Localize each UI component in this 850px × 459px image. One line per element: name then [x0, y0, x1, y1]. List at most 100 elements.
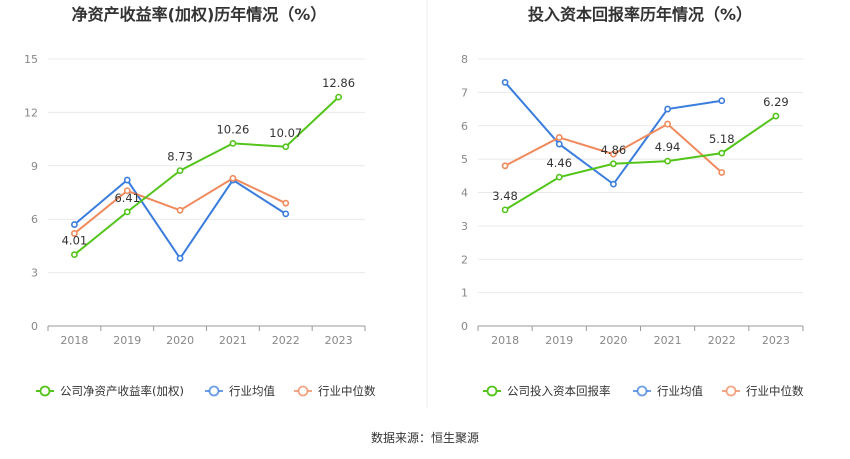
- roic-x-tick-label: 2019: [545, 334, 573, 347]
- roic-legend-label: 公司投入资本回报率: [507, 384, 611, 398]
- roe-legend-label: 行业均值: [229, 384, 275, 398]
- roic-x-tick-label: 2020: [599, 334, 627, 347]
- roic-y-tick-label: 2: [461, 253, 468, 266]
- roic-legend-item-2[interactable]: 行业中位数: [722, 384, 804, 398]
- roe-y-tick-label: 9: [31, 160, 38, 173]
- roe-series-point-2: [176, 206, 184, 214]
- roe-data-label: 4.01: [62, 234, 88, 248]
- roe-series-point-0: [176, 167, 184, 175]
- chart-roe: 净资产收益率(加权)历年情况（%） 0 3 6 9 12 15 2018 2019 2020 20…: [24, 5, 376, 398]
- roic-y-tick-label: 8: [461, 53, 468, 66]
- roe-x-tick-label: 2023: [325, 334, 353, 347]
- roic-y-tick-label: 5: [461, 153, 468, 166]
- roe-y-tick-label: 12: [24, 106, 38, 119]
- roic-series-point-0: [555, 173, 563, 181]
- roe-legend-marker: [39, 385, 51, 397]
- roic-x-tick-label: 2021: [654, 334, 682, 347]
- roic-series-point-2: [555, 134, 563, 141]
- roic-series-point-1: [610, 180, 617, 188]
- roic-y-tick-label: 7: [461, 86, 468, 99]
- chart-roe-plot: 0 3 6 9 12 15 2018 2019 2020 2021 2022 2023 4.01 6.41…: [24, 53, 376, 398]
- chart-roic-title: 投入资本回报率历年情况（%）: [528, 5, 752, 24]
- roic-legend-label: 行业均值: [657, 384, 703, 398]
- roe-series-point-2: [282, 199, 290, 207]
- roic-data-label: 4.46: [546, 156, 572, 170]
- roe-x-tick-label: 2019: [113, 334, 141, 347]
- roic-legend-marker: [725, 385, 737, 397]
- roic-data-label: 4.86: [601, 143, 627, 157]
- roe-series-point-0: [335, 93, 342, 101]
- roe-legend-item-0[interactable]: 公司净资产收益率(加权): [36, 384, 184, 398]
- roic-series-point-0: [718, 149, 726, 157]
- roic-x-tick-label: 2018: [491, 334, 519, 347]
- roic-series-point-1: [501, 78, 509, 86]
- roic-legend-marker: [636, 385, 648, 397]
- roic-data-label: 6.29: [763, 95, 789, 109]
- roic-x-tick-label: 2023: [762, 334, 790, 347]
- roe-series-line-2: [73, 177, 287, 235]
- roe-x-tick-label: 2021: [219, 334, 247, 347]
- roic-series-line-0: [504, 115, 777, 211]
- roe-y-tick-label: 3: [31, 267, 38, 280]
- chart-roic-plot: 0 1 2 3 4 5 6 7 8 2018 2019 2020 2021 2022 2023 3.48 4.4…: [461, 53, 804, 398]
- roic-series-point-2: [664, 120, 671, 128]
- roe-series-point-0: [282, 143, 290, 151]
- roe-data-label: 10.26: [216, 122, 249, 136]
- roe-series-point-1: [123, 176, 131, 184]
- roic-y-tick-label: 0: [461, 320, 468, 333]
- roic-series-point-2: [610, 150, 617, 158]
- roic-series-point-0: [664, 157, 671, 165]
- roic-legend-item-0[interactable]: 公司投入资本回报率: [483, 384, 611, 398]
- roic-legend-item-1[interactable]: 行业均值: [633, 384, 703, 398]
- source-note: 数据来源：恒生聚源: [371, 430, 479, 445]
- roic-legend-label: 行业中位数: [746, 384, 804, 398]
- roe-y-tick-label: 0: [31, 320, 38, 333]
- roe-series-point-0: [123, 208, 131, 216]
- roe-legend-item-1[interactable]: 行业均值: [205, 384, 275, 398]
- chart-roic: 投入资本回报率历年情况（%） 0 1 2 3 4 5 6 7 8 2018 2019 2020 2021…: [461, 5, 804, 398]
- roic-data-label: 5.18: [709, 132, 735, 146]
- roe-x-tick-label: 2018: [60, 334, 88, 347]
- roic-legend-marker: [486, 385, 498, 397]
- roe-series-line-0: [73, 96, 340, 256]
- roe-series-point-2: [71, 230, 78, 237]
- chart-roe-title: 净资产收益率(加权)历年情况（%）: [72, 5, 327, 24]
- roic-data-label: 3.48: [492, 189, 518, 203]
- roic-series-point-1: [718, 97, 726, 105]
- roic-series-point-2: [718, 169, 726, 176]
- roic-series-point-0: [610, 160, 617, 168]
- roe-series-point-1: [71, 221, 78, 228]
- roe-data-label: 8.73: [167, 150, 193, 164]
- roe-y-tick-label: 6: [31, 213, 38, 226]
- roic-series-point-1: [555, 140, 563, 148]
- roe-data-label: 6.41: [114, 191, 140, 205]
- roe-series-point-1: [282, 210, 290, 218]
- roic-y-tick-label: 6: [461, 120, 468, 133]
- roe-legend-label: 行业中位数: [318, 384, 376, 398]
- roe-x-tick-label: 2020: [166, 334, 194, 347]
- roe-legend-label: 公司净资产收益率(加权): [60, 384, 184, 398]
- roe-x-tick-label: 2022: [272, 334, 300, 347]
- roe-data-label: 12.86: [322, 76, 355, 90]
- roic-series-point-1: [664, 105, 671, 113]
- roic-x-tick-label: 2022: [708, 334, 736, 347]
- roe-series-point-0: [71, 251, 78, 259]
- roic-series-point-2: [501, 162, 509, 170]
- roe-series-point-2: [229, 174, 237, 182]
- roe-legend-marker: [297, 385, 309, 397]
- roe-series-point-2: [123, 187, 131, 195]
- roic-y-tick-label: 1: [461, 287, 468, 300]
- roe-legend-marker: [208, 385, 220, 397]
- roe-legend-item-2[interactable]: 行业中位数: [294, 384, 376, 398]
- roe-data-label: 10.07: [269, 126, 302, 140]
- roe-y-tick-label: 15: [24, 53, 38, 66]
- roe-series-point-0: [229, 139, 237, 147]
- roic-series-point-0: [501, 206, 509, 214]
- roic-data-label: 4.94: [655, 140, 681, 154]
- roic-series-line-1: [504, 81, 722, 186]
- roic-series-point-0: [772, 112, 780, 120]
- roic-y-tick-label: 4: [461, 187, 468, 200]
- roe-series-point-1: [176, 254, 184, 262]
- roic-y-tick-label: 3: [461, 220, 468, 233]
